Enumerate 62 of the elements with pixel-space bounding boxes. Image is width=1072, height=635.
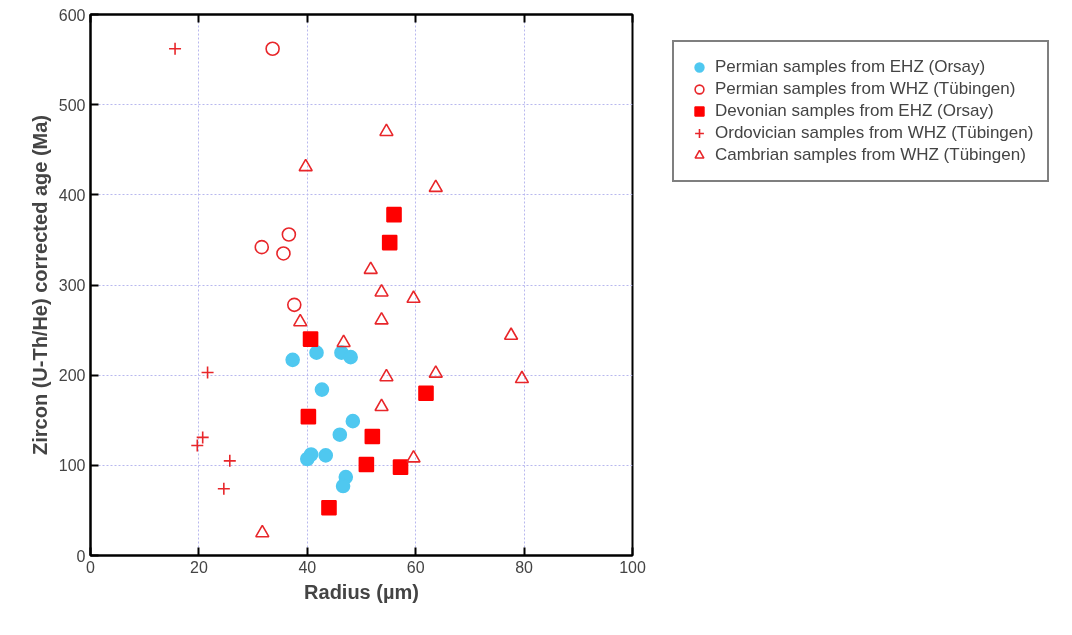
point (386, 206, 402, 223)
x-tick-label: 40 (298, 558, 317, 576)
point (514, 370, 530, 384)
point (321, 499, 337, 516)
y-axis-title: Zircon (U-Th/He) corrected age (Ma) (28, 114, 51, 456)
point (332, 427, 348, 442)
legend-label: Devonian samples from EHZ (Orsay) (715, 100, 994, 122)
x-axis-title: Radius (µm) (304, 580, 419, 603)
y-tick-label: 100 (58, 457, 86, 475)
y-tick-label: 300 (58, 277, 86, 294)
point (406, 449, 421, 463)
point (254, 239, 270, 255)
point (318, 448, 334, 463)
point (300, 451, 315, 467)
point (168, 41, 182, 56)
y-tick-label: 400 (58, 186, 86, 204)
legend-label: Permian samples from EHZ (Orsay) (715, 56, 986, 78)
point (300, 408, 317, 425)
point (364, 428, 381, 445)
point (374, 398, 389, 412)
point (428, 365, 444, 378)
point (200, 365, 215, 380)
y-tick-label: 500 (58, 96, 86, 114)
point (392, 459, 409, 475)
x-tick-label: 80 (515, 558, 534, 576)
y-tick-label: 0 (76, 547, 86, 565)
point (381, 234, 398, 251)
x-tick-label: 60 (406, 558, 425, 576)
point (217, 481, 231, 496)
point (428, 179, 444, 193)
point (255, 524, 270, 538)
point (374, 283, 389, 297)
point (418, 385, 434, 401)
point (363, 261, 379, 275)
point (358, 456, 375, 473)
point (503, 327, 519, 341)
point (406, 290, 421, 304)
point (336, 334, 351, 348)
point (379, 123, 394, 137)
point (345, 413, 361, 429)
point (314, 382, 330, 397)
x-tick-label: 20 (190, 558, 208, 576)
y-tick-label: 600 (58, 6, 86, 24)
legend-label: Permian samples from WHZ (Tübingen) (715, 78, 1016, 100)
point (298, 158, 313, 172)
point (309, 345, 324, 360)
point (374, 311, 389, 325)
point (285, 352, 300, 368)
x-tick-label: 100 (619, 558, 646, 576)
legend-label: Cambrian samples from WHZ (Tübingen) (715, 144, 1026, 166)
point (281, 227, 297, 242)
point (276, 246, 291, 261)
point (379, 368, 394, 382)
point (265, 41, 280, 57)
point (292, 313, 308, 327)
point (343, 349, 358, 365)
point (222, 454, 237, 468)
y-tick-label: 200 (58, 367, 86, 385)
point (335, 478, 351, 494)
point (286, 297, 302, 313)
legend-label: Ordovician samples from WHZ (Tübingen) (715, 122, 1034, 144)
point (302, 331, 319, 347)
